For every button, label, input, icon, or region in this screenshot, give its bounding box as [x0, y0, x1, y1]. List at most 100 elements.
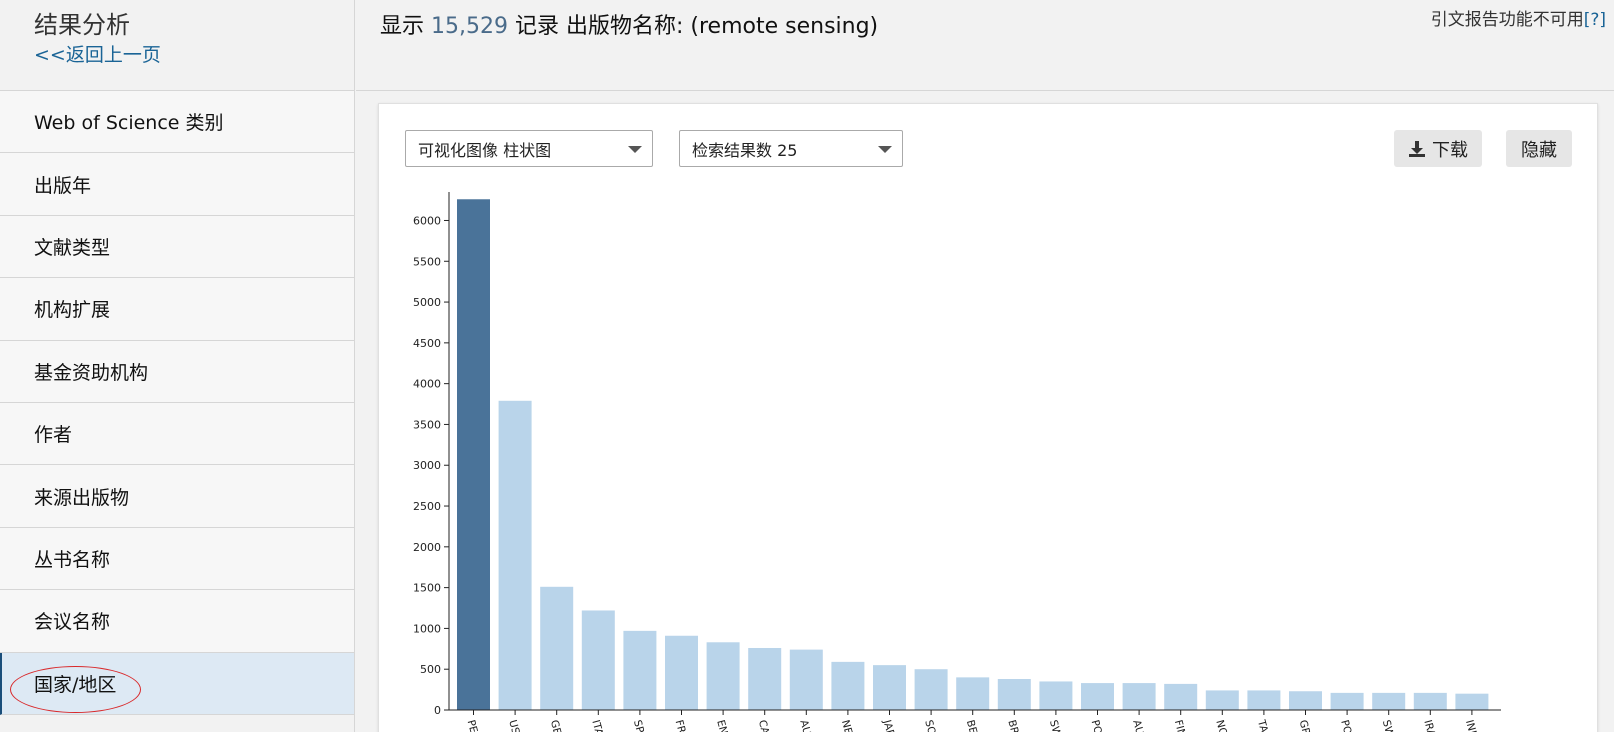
x-tick-label: CANADA: [756, 719, 779, 732]
x-tick-label: GERMANY: [548, 719, 573, 732]
y-tick-label: 1000: [413, 622, 441, 635]
y-tick-label: 4500: [413, 337, 441, 350]
sidebar-header: 结果分析 <<返回上一页: [0, 0, 354, 91]
x-tick-label: INDIA: [1463, 719, 1482, 732]
sidebar: 结果分析 <<返回上一页 Web of Science 类别 出版年 文献类型 …: [0, 0, 355, 732]
page-title: 结果分析: [34, 11, 130, 39]
bar[interactable]: [1247, 690, 1281, 710]
records-prefix: 显示: [380, 14, 425, 39]
y-tick-label: 2000: [413, 541, 441, 554]
records-query: 记录 出版物名称: (remote sensing): [515, 14, 879, 39]
bar[interactable]: [581, 610, 615, 710]
results-header: 显示 15,529 记录 出版物名称: (remote sensing) 引文报…: [356, 0, 1614, 91]
sidebar-item-source-title[interactable]: 来源出版物: [0, 465, 354, 528]
y-tick-label: 2500: [413, 500, 441, 513]
bar[interactable]: [873, 665, 906, 710]
x-tick-label: BRAZIL: [1005, 719, 1026, 732]
y-tick-label: 1500: [413, 582, 441, 595]
x-tick-label: POLAND: [1089, 719, 1112, 732]
bar[interactable]: [748, 647, 782, 710]
sidebar-item-author[interactable]: 作者: [0, 402, 354, 466]
bar[interactable]: [1039, 681, 1073, 710]
y-tick-label: 4000: [413, 378, 441, 391]
x-tick-label: PEOPLES R CHINA: [465, 719, 501, 732]
y-tick-label: 0: [434, 704, 441, 717]
x-tick-label: NORWAY: [1213, 719, 1237, 732]
x-tick-label: AUSTRALIA: [797, 719, 824, 732]
records-summary: 显示 15,529 记录 出版物名称: (remote sensing): [380, 8, 878, 40]
y-tick-label: 500: [420, 663, 441, 676]
bars: [457, 199, 1489, 710]
y-tick-label: 6000: [413, 214, 441, 227]
sidebar-item-country-region[interactable]: 国家/地区: [0, 652, 354, 715]
sidebar-item-series-title[interactable]: 丛书名称: [0, 527, 354, 591]
bar[interactable]: [1081, 683, 1114, 710]
citation-help-link[interactable]: [?]: [1583, 10, 1606, 30]
x-tick-label: FINLAND: [1172, 719, 1196, 732]
bar[interactable]: [1164, 683, 1198, 710]
bar[interactable]: [831, 661, 865, 710]
sidebar-item-wos-category[interactable]: Web of Science 类别: [0, 91, 354, 154]
bar[interactable]: [997, 678, 1031, 710]
bar[interactable]: [706, 642, 740, 710]
visualization-select-value: 可视化图像 柱状图: [418, 140, 552, 160]
y-tick-label: 5000: [413, 296, 441, 309]
bar[interactable]: [1372, 692, 1406, 710]
bar[interactable]: [1205, 690, 1239, 710]
x-tick-label: BELGIUM: [964, 719, 988, 732]
result-count-select[interactable]: 检索结果数 25: [679, 130, 903, 167]
bar[interactable]: [1455, 693, 1489, 710]
x-tick-label: PORTUGAL: [1338, 719, 1364, 732]
x-tick-label: SOUTH KOREA: [922, 719, 953, 732]
x-tick-label: NETHERLANDS: [839, 719, 871, 732]
x-tick-label: IRAN: [1421, 719, 1439, 732]
hide-button[interactable]: 隐藏: [1506, 130, 1572, 167]
bar[interactable]: [956, 677, 990, 710]
x-tick-label: AUSTRIA: [1130, 719, 1154, 732]
bar[interactable]: [623, 630, 657, 710]
bar[interactable]: [914, 669, 948, 710]
back-link[interactable]: <<返回上一页: [34, 44, 161, 66]
bar[interactable]: [1330, 692, 1364, 710]
bar[interactable]: [665, 635, 698, 710]
y-axis: 0 500 1000 1500 2000 2500 3000 3500 4000 4500 5000…: [413, 192, 450, 717]
chevron-down-icon: [878, 146, 892, 153]
result-count-select-value: 检索结果数 25: [692, 140, 798, 160]
download-label: 下载: [1432, 139, 1468, 161]
x-tick-label: FRANCE: [673, 719, 695, 732]
y-tick-label: 5500: [413, 255, 441, 268]
x-tick-label: SWEDEN: [1380, 719, 1404, 732]
x-tick-label: GREECE: [1297, 719, 1320, 732]
x-tick-label: USA: [506, 719, 523, 732]
citation-note-text: 引文报告功能不可用: [1430, 10, 1584, 30]
sidebar-item-publication-year[interactable]: 出版年: [0, 153, 354, 216]
x-tick-label: SWITZERLAND: [1047, 719, 1078, 732]
country-bar-chart: 0 500 1000 1500 2000 2500 3000 3500 4000 4500 5000…: [413, 192, 1501, 732]
download-icon: [1409, 140, 1425, 157]
bar[interactable]: [1413, 692, 1447, 710]
bar[interactable]: [1289, 691, 1322, 710]
y-tick-label: 3000: [413, 459, 441, 472]
bar[interactable]: [789, 649, 823, 710]
sidebar-item-document-type[interactable]: 文献类型: [0, 215, 354, 279]
sidebar-item-conference-title[interactable]: 会议名称: [0, 590, 354, 653]
x-tick-label: TAIWAN: [1255, 718, 1277, 732]
bar[interactable]: [457, 199, 490, 710]
bar[interactable]: [540, 586, 574, 710]
x-tick-label: JAPAN: [880, 718, 900, 732]
x-tick-label: ENGLAND: [714, 719, 739, 732]
bar[interactable]: [1122, 683, 1156, 710]
x-tick-label: SPAIN: [631, 719, 650, 732]
sidebar-item-organization[interactable]: 机构扩展: [0, 278, 354, 341]
x-tick-label: ITALY: [589, 719, 608, 732]
analysis-panel: 可视化图像 柱状图 检索结果数 25 下载 隐藏 0 500 1000 1500 200…: [378, 103, 1598, 732]
chevron-down-icon: [628, 146, 642, 153]
bar[interactable]: [498, 400, 532, 710]
download-button[interactable]: 下载: [1394, 130, 1482, 167]
citation-report-note: 引文报告功能不可用[?]: [1431, 5, 1606, 30]
visualization-select[interactable]: 可视化图像 柱状图: [405, 130, 653, 167]
y-tick-label: 3500: [413, 418, 441, 431]
x-axis: PEOPLES R CHINA USA GERMANY ITALY SPAIN FRANC…: [449, 709, 1501, 732]
sidebar-item-funding-agency[interactable]: 基金资助机构: [0, 340, 354, 403]
records-count: 15,529: [431, 14, 508, 39]
